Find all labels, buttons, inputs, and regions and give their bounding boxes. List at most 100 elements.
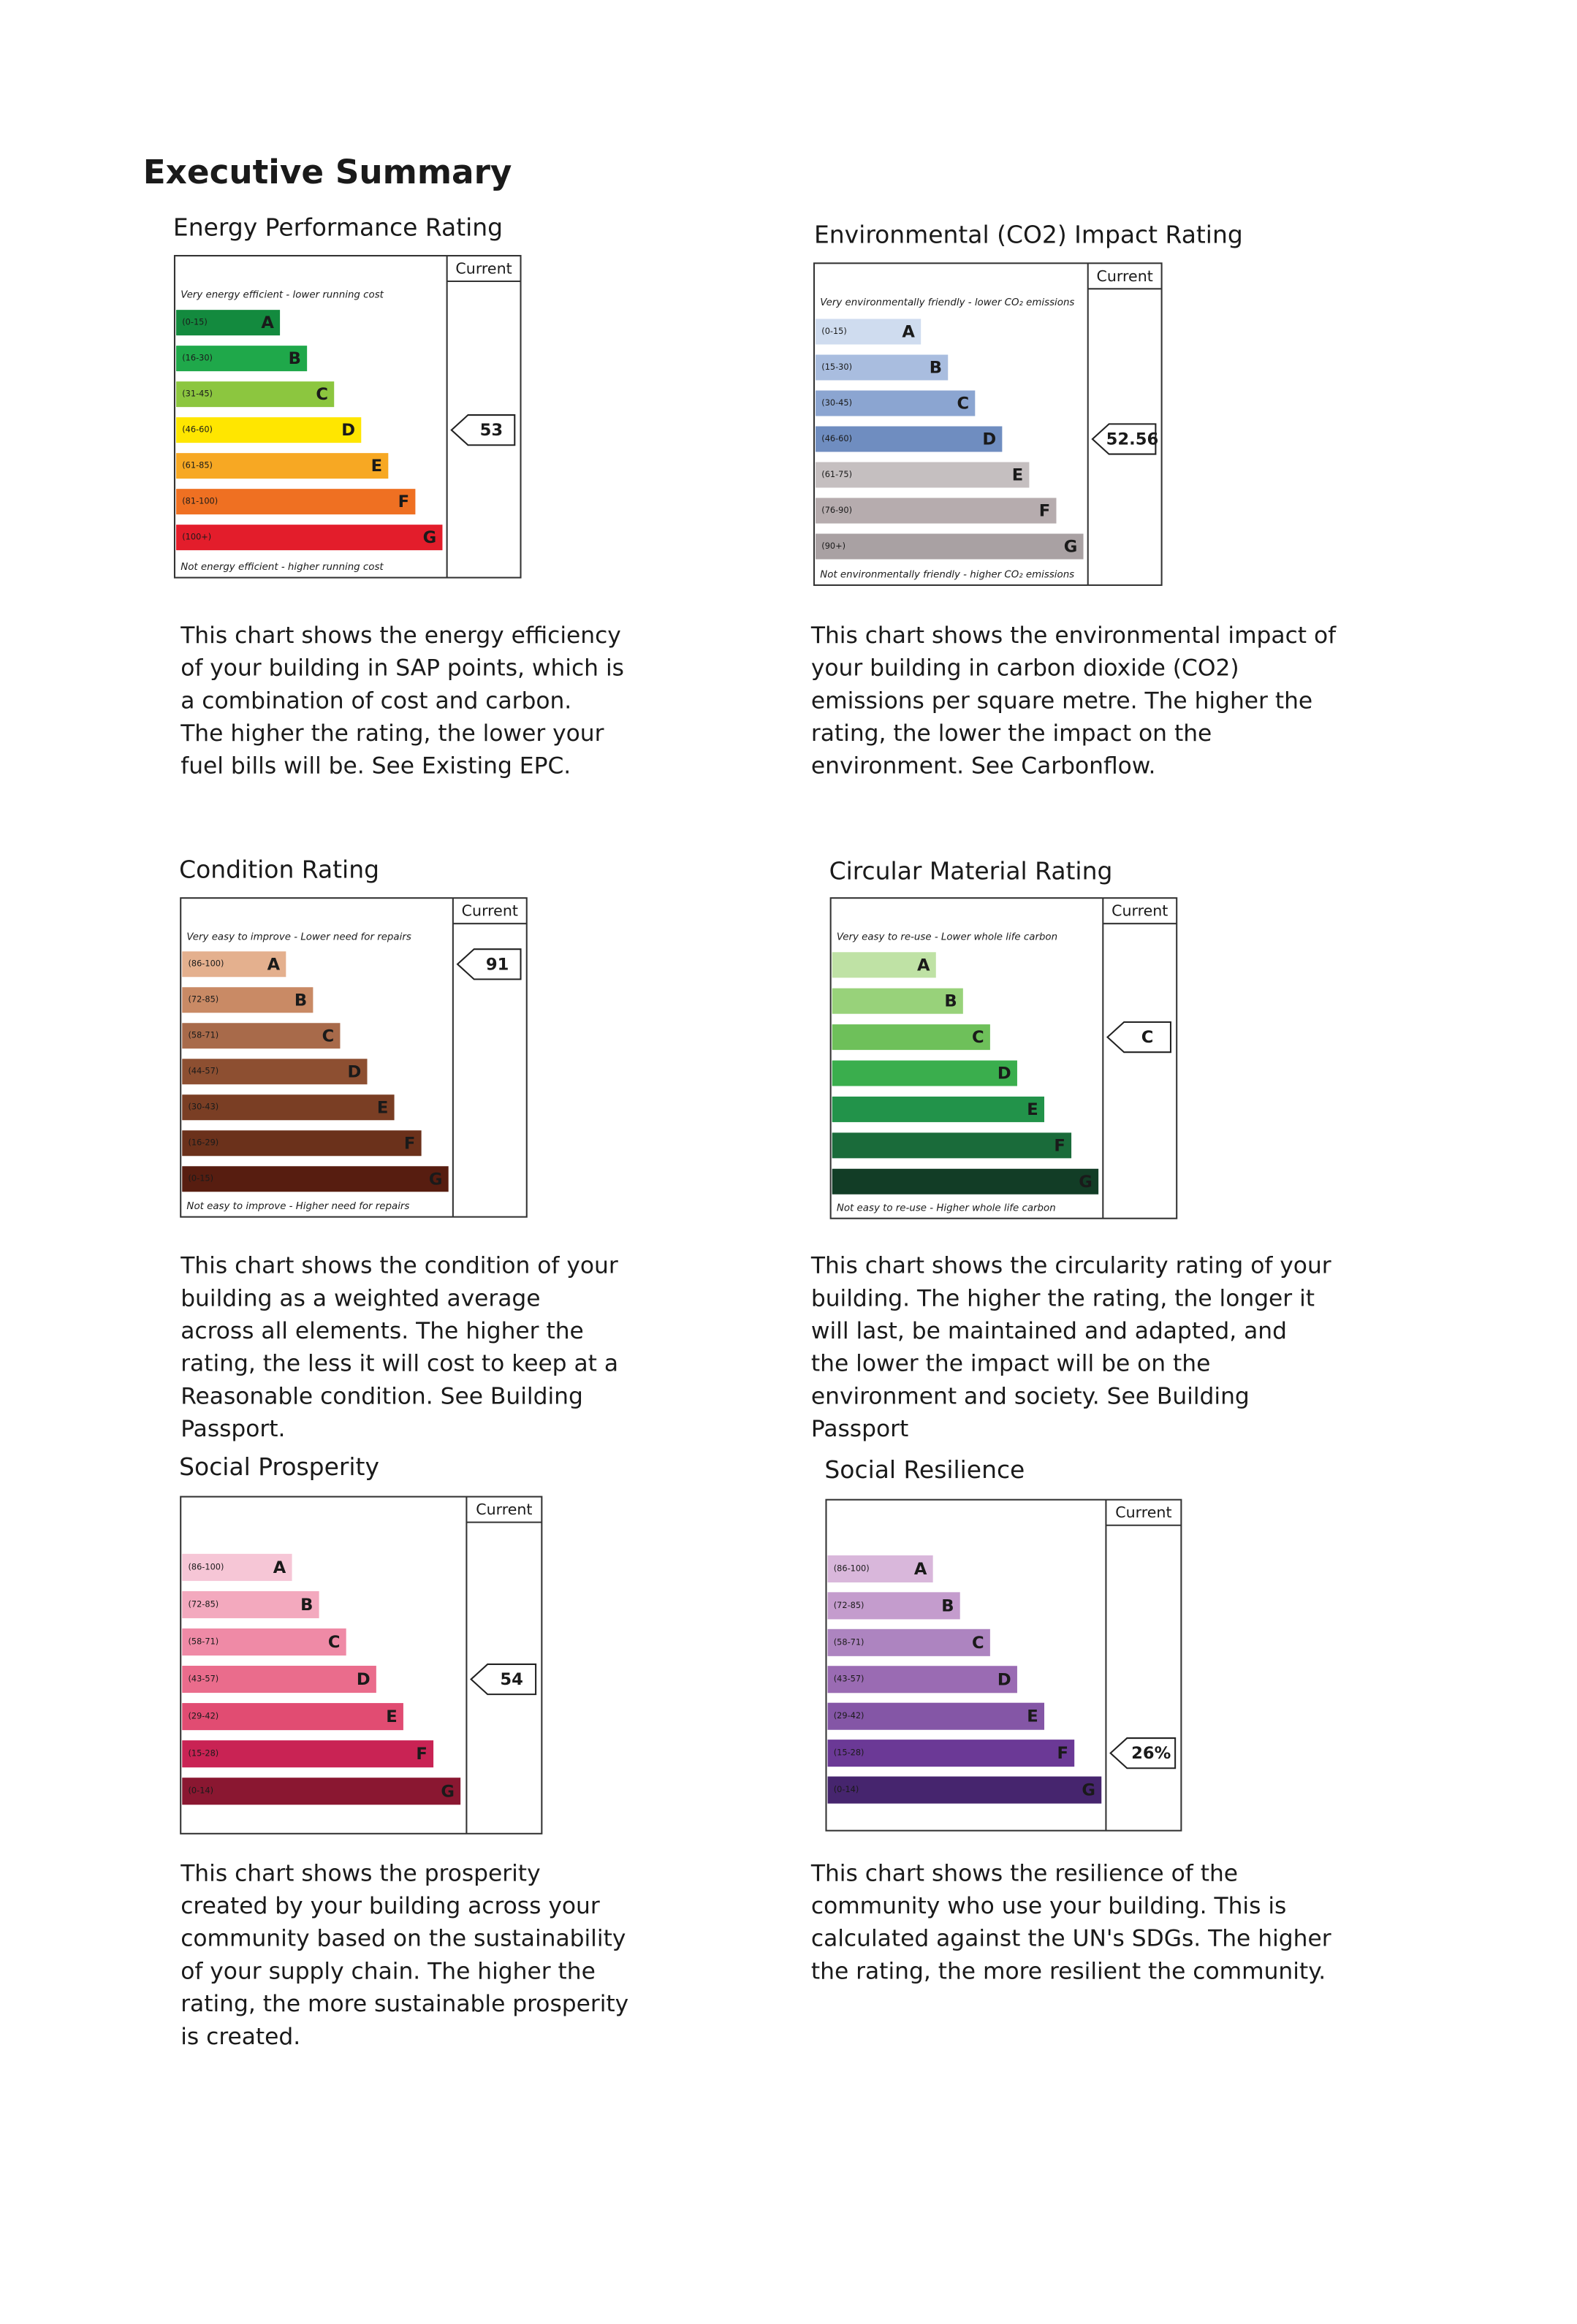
band-range: (86-100) [834,1563,870,1573]
band-range: (15-30) [821,362,852,372]
rating-band [176,381,335,408]
current-rating: 52.56 [1106,430,1159,449]
rating-band [827,1628,990,1656]
description-line: will last, be maintained and adapted, an… [811,1318,1287,1344]
description-line: environment. See Carbonflow. [811,753,1156,780]
band-range: (16-30) [182,353,213,363]
column-header: Current [455,260,512,278]
rating-box [180,897,528,1218]
rating-band [832,1060,1017,1086]
band-letter: E [1027,1100,1038,1119]
bottom-note: Not environmentally friendly - higher CO… [820,569,1074,580]
current-pointer [470,1663,537,1696]
band-letter: C [972,1028,984,1047]
description-line: the rating, the more resilient the commu… [811,1958,1326,1984]
rating-band [182,1094,395,1121]
band-range: (72-85) [188,994,218,1005]
panel-title: Circular Material Rating [829,857,1113,885]
band-letter: E [1012,466,1023,485]
band-letter: E [371,457,382,476]
rating-band [182,1628,346,1656]
panel-title: Energy Performance Rating [173,213,503,241]
rating-band [827,1702,1045,1730]
description-line: building as a weighted average [180,1285,540,1311]
rating-band [176,453,389,479]
rating-band [827,1776,1102,1804]
description-line: This chart shows the resilience of the [810,1860,1238,1886]
band-range: (81-100) [182,496,218,506]
band-letter: G [441,1782,455,1801]
band-letter: D [347,1062,361,1081]
current-rating: C [1141,1028,1154,1047]
rating-band [182,1130,422,1157]
rating-band [176,417,362,443]
band-range: (46-60) [182,424,213,435]
band-range: (0-15) [188,1173,213,1184]
rating-box [825,1498,1182,1832]
description-line: of your building in SAP points, which is [180,655,624,682]
column-header: Current [1112,902,1168,920]
top-note: Very easy to re-use - Lower whole life c… [837,932,1057,943]
description-line: This chart shows the circularity rating … [810,1253,1331,1279]
rating-band [182,951,286,978]
rating-band [827,1740,1075,1767]
band-range: (58-71) [188,1030,218,1040]
column-header: Current [1097,267,1153,285]
band-range: (30-43) [188,1102,218,1112]
bottom-note: Not easy to re-use - Higher whole life c… [837,1203,1056,1214]
band-range: (0-15) [182,317,208,327]
current-rating: 53 [480,421,503,440]
current-pointer [1091,423,1157,455]
rating-band [182,1740,434,1768]
rating-band [816,462,1030,488]
band-letter: B [300,1596,313,1615]
panel-title: Condition Rating [179,856,379,884]
description-line: rating, the lower the impact on the [811,720,1212,747]
panel-title: Social Prosperity [179,1452,379,1481]
band-letter: C [972,1634,984,1653]
rating-band [176,489,416,515]
rating-band [832,1024,990,1051]
rating-box [173,254,522,579]
band-range: (86-100) [188,1561,224,1571]
top-note: Very easy to improve - Lower need for re… [186,932,411,943]
band-range: (43-57) [834,1674,864,1684]
band-range: (0-15) [821,326,847,336]
bottom-note: Not energy efficient - higher running co… [180,562,384,573]
description-line: community based on the sustainability [180,1926,626,1952]
current-rating: 91 [486,955,509,974]
description-line: is created. [180,2024,300,2050]
description-line: Passport [811,1416,908,1442]
description-line: building. The higher the rating, the lon… [811,1285,1315,1311]
rating-band [176,525,443,551]
band-range: (16-29) [188,1138,218,1148]
band-range: (15-28) [188,1748,218,1759]
band-letter: F [1057,1744,1068,1763]
band-letter: A [261,313,274,332]
band-range: (43-57) [188,1674,218,1684]
band-range: (0-14) [834,1784,859,1794]
band-letter: G [1064,538,1078,557]
current-rating: 54 [500,1670,523,1689]
rating-band [182,1553,292,1581]
band-letter: B [289,349,301,368]
description-line: your building in carbon dioxide (CO2) [811,655,1239,682]
rating-band [832,988,963,1014]
rating-box [813,262,1163,586]
band-letter: B [930,359,942,378]
description-line: environment and society. See Building [811,1383,1250,1409]
top-note: Very environmentally friendly - lower CO… [820,297,1074,308]
band-range: (44-57) [188,1066,218,1076]
band-letter: F [416,1745,427,1764]
rating-band [182,1703,403,1731]
band-letter: G [1082,1781,1095,1800]
description-line: This chart shows the prosperity [180,1860,540,1886]
band-letter: D [341,421,355,440]
band-letter: A [267,955,281,974]
band-range: (61-85) [182,460,213,470]
rating-band [832,1168,1099,1195]
band-range: (61-75) [821,469,852,479]
rating-band [816,354,949,381]
description-line: of your supply chain. The higher the [180,1958,596,1984]
rating-band [182,1059,368,1085]
